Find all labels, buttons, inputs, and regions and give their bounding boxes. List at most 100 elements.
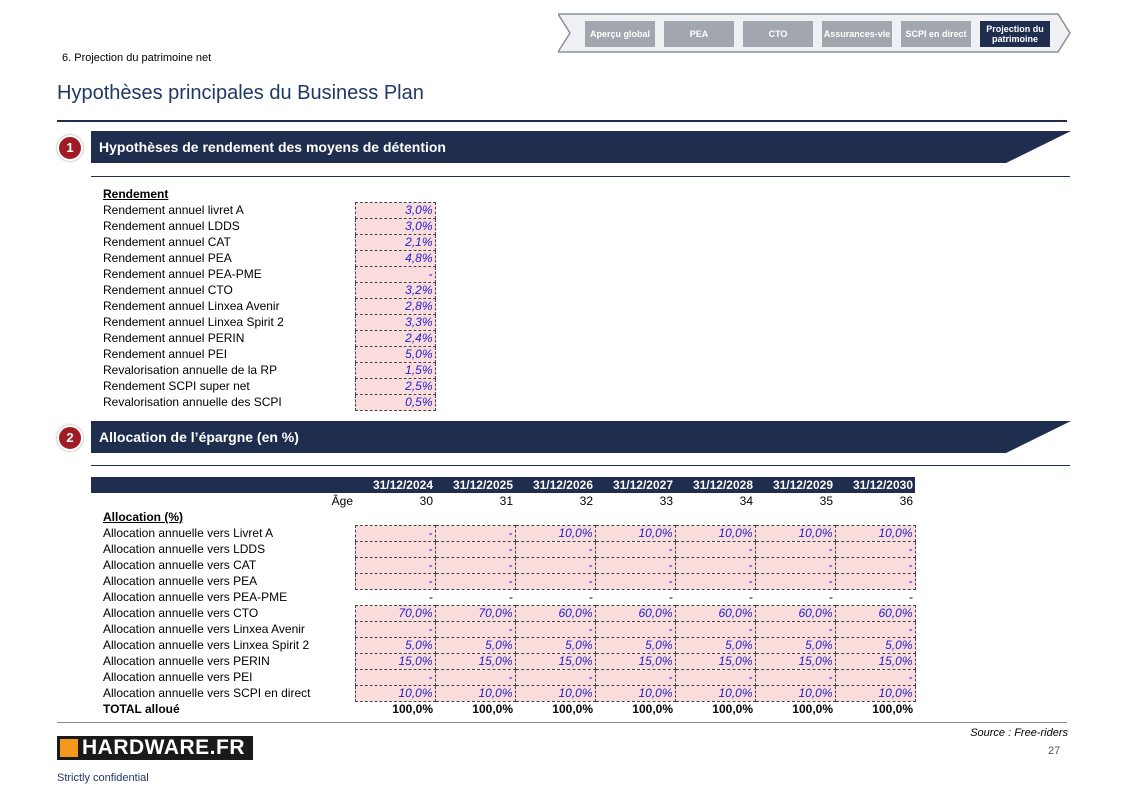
input-cell: -: [835, 589, 915, 605]
row-label: Rendement annuel Linxea Avenir: [103, 299, 280, 313]
input-cell: 60,0%: [514, 604, 596, 622]
input-cell: -: [514, 572, 596, 590]
input-cell: 10,0%: [434, 684, 516, 702]
allocation-row: Allocation annuelle vers CAT - - - - - - -: [91, 556, 916, 574]
total-value: 100,0%: [872, 702, 913, 717]
input-cell: -: [594, 572, 676, 590]
empty-cell: [515, 509, 595, 525]
date-header: 31/12/2029: [755, 477, 835, 493]
input-cell: 10,0%: [834, 524, 916, 542]
section-title: Allocation de l’épargne (en %): [99, 429, 299, 445]
rendement-table: Rendement Rendement annuel livret A 3,0% Re…: [101, 186, 436, 411]
age: 34: [739, 494, 753, 508]
nav-button[interactable]: CTO: [743, 21, 813, 47]
input-cell: -: [354, 556, 436, 574]
total-value: 100,0%: [632, 702, 673, 717]
input-cell: -: [834, 556, 916, 574]
input-cell: -: [675, 589, 755, 605]
input-cell: 60,0%: [834, 604, 916, 622]
input-cell: 5,0%: [754, 636, 836, 654]
row-label: Allocation annuelle vers Linxea Avenir: [103, 622, 305, 636]
rendement-row: Rendement annuel PEA-PME -: [101, 265, 436, 283]
header-row: 31/12/2024 31/12/2025 31/12/2026 31/12/2027…: [91, 477, 915, 493]
input-cell: 60,0%: [754, 604, 836, 622]
rendement-row: Rendement annuel PEA 4,8%: [101, 249, 436, 267]
allocation-row: Allocation annuelle vers PERIN 15,0% 15,0%…: [91, 652, 916, 670]
input-cell: -: [674, 620, 756, 638]
allocation-table: 31/12/2024 31/12/2025 31/12/2026 31/12/2027…: [91, 477, 916, 717]
input-cell: -: [594, 620, 676, 638]
input-cell: -: [355, 589, 435, 605]
row-label: Rendement annuel CTO: [103, 283, 233, 297]
section-number: 1: [57, 135, 83, 161]
input-cell: 10,0%: [594, 524, 676, 542]
date-header: 31/12/2030: [835, 477, 915, 493]
input-cell: -: [434, 620, 516, 638]
input-cell: -: [434, 524, 516, 542]
allocation-row: Allocation annuelle vers PEI - - - - - - -: [91, 668, 916, 686]
input-cell: 10,0%: [514, 684, 596, 702]
input-cell: -: [834, 620, 916, 638]
age: 33: [659, 494, 673, 508]
allocation-row: Allocation annuelle vers CTO 70,0% 70,0% 60…: [91, 604, 916, 622]
input-cell: -: [354, 572, 436, 590]
empty-cell: [835, 509, 915, 525]
input-cell: -: [834, 540, 916, 558]
input-cell: 5,0%: [514, 636, 596, 654]
rendement-row: Rendement annuel CTO 3,2%: [101, 281, 436, 299]
section-title: Hypothèses de rendement des moyens de dé…: [99, 139, 446, 155]
row-label: Allocation annuelle vers PEA-PME: [103, 590, 288, 604]
input-cell: 15,0%: [594, 652, 676, 670]
confidential: Strictly confidential: [57, 772, 149, 784]
input-cell: 10,0%: [674, 524, 756, 542]
empty-cell: [755, 509, 835, 525]
nav-button[interactable]: Projection du patrimoine: [980, 21, 1050, 47]
row-label: Rendement SCPI super net: [103, 379, 250, 393]
input-cell: 10,0%: [674, 684, 756, 702]
total-value: 100,0%: [792, 702, 833, 717]
input-cell: 10,0%: [754, 524, 836, 542]
allocation-row: Allocation annuelle vers Linxea Spirit 2…: [91, 636, 916, 654]
allocation-row: Allocation annuelle vers PEA-PME - - - - - - -: [91, 589, 915, 605]
input-cell: -: [674, 668, 756, 686]
heading: Allocation (%): [103, 510, 183, 524]
input-cell: -: [755, 589, 835, 605]
rendement-row: Rendement annuel LDDS 3,0%: [101, 217, 436, 235]
input-cell: -: [514, 556, 596, 574]
total-value: 100,0%: [552, 702, 593, 717]
input-cell: 5,0%: [674, 636, 756, 654]
input-cell: 60,0%: [674, 604, 756, 622]
age: 36: [899, 494, 913, 508]
input-cell: 1,5%: [354, 361, 436, 379]
row-label: Allocation annuelle vers CAT: [103, 558, 257, 572]
row-label: Rendement annuel PERIN: [103, 331, 245, 345]
section-banner: Allocation de l’épargne (en %): [91, 421, 1071, 455]
input-cell: -: [435, 589, 515, 605]
date-header: 31/12/2026: [515, 477, 595, 493]
input-cell: -: [514, 668, 596, 686]
input-cell: 70,0%: [434, 604, 516, 622]
input-cell: 5,0%: [354, 636, 436, 654]
total-value: 100,0%: [712, 702, 753, 717]
input-cell: -: [674, 540, 756, 558]
row-label: Allocation annuelle vers PEI: [103, 670, 253, 684]
nav-button[interactable]: PEA: [664, 21, 734, 47]
nav-button[interactable]: Aperçu global: [585, 21, 655, 47]
heading-row: Allocation (%): [91, 509, 915, 525]
input-cell: 70,0%: [354, 604, 436, 622]
input-cell: -: [595, 589, 675, 605]
total-value: 100,0%: [472, 702, 513, 717]
nav-button[interactable]: SCPI en direct: [901, 21, 971, 47]
nav-button[interactable]: Assurances-vie: [822, 21, 892, 47]
date-header: 31/12/2027: [595, 477, 675, 493]
input-cell: -: [674, 572, 756, 590]
input-cell: 15,0%: [514, 652, 596, 670]
input-cell: -: [834, 572, 916, 590]
footer-rule: [57, 722, 1067, 723]
heading: Rendement: [103, 187, 169, 201]
input-cell: -: [354, 540, 436, 558]
input-cell: 10,0%: [514, 524, 596, 542]
section-rule: [91, 465, 1070, 466]
empty-cell: [435, 509, 515, 525]
